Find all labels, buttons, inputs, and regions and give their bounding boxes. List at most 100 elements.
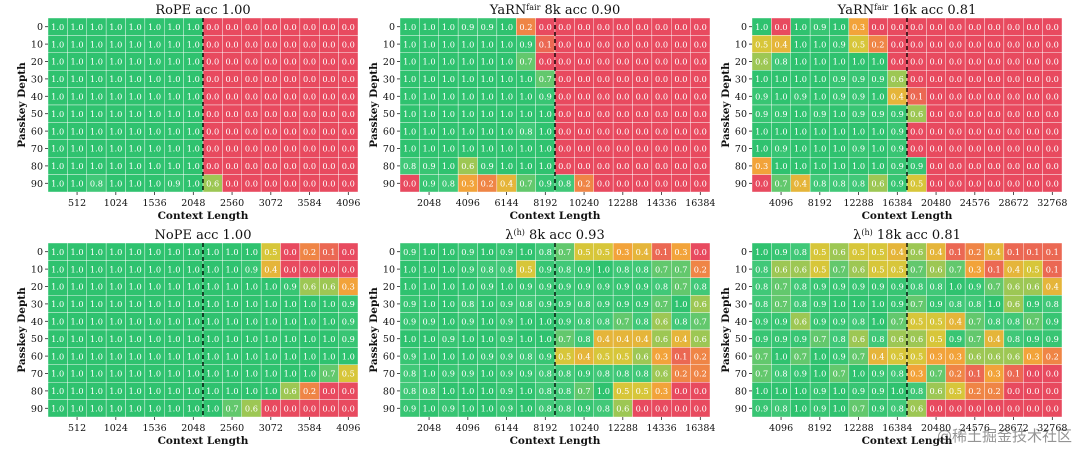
cell-value-label: 1.0 bbox=[148, 74, 161, 84]
cell-value-label: 0.0 bbox=[245, 126, 258, 136]
cell-value-label: 0.9 bbox=[519, 39, 532, 49]
y-tick-label: 90 bbox=[735, 179, 747, 190]
cell-value-label: 0.7 bbox=[1026, 317, 1039, 327]
cell-value-label: 0.0 bbox=[616, 57, 629, 67]
cell-value-label: 0.6 bbox=[910, 404, 923, 414]
cell-value-label: 0.0 bbox=[264, 161, 277, 171]
cell-value-label: 0.0 bbox=[245, 161, 258, 171]
cell-value-label: 1.0 bbox=[481, 404, 494, 414]
cell-value-label: 0.6 bbox=[968, 351, 981, 361]
cell-value-label: 0.9 bbox=[755, 92, 768, 102]
cell-value-label: 0.2 bbox=[694, 264, 707, 274]
cell-value-label: 0.8 bbox=[833, 179, 846, 189]
cell-value-label: 1.0 bbox=[519, 317, 532, 327]
cell-value-label: 1.0 bbox=[775, 386, 788, 396]
cell-value-label: 0.4 bbox=[988, 334, 1001, 344]
cell-value-label: 1.0 bbox=[755, 386, 768, 396]
cell-value-label: 0.9 bbox=[794, 334, 807, 344]
cell-value-label: 1.0 bbox=[206, 334, 219, 344]
cell-value-label: 0.0 bbox=[1026, 126, 1039, 136]
cell-value-label: 0.0 bbox=[342, 92, 355, 102]
cell-value-label: 0.0 bbox=[558, 57, 571, 67]
cell-value-label: 0.9 bbox=[813, 109, 826, 119]
cell-value-label: 1.0 bbox=[539, 161, 552, 171]
cell-value-label: 1.0 bbox=[129, 92, 142, 102]
cell-value-label: 0.0 bbox=[1026, 74, 1039, 84]
cell-value-label: 1.0 bbox=[90, 264, 103, 274]
chart-title-main: NoPE acc 1.00 bbox=[155, 228, 252, 243]
cell-value-label: 0.8 bbox=[597, 317, 610, 327]
cell-value-label: 0.0 bbox=[284, 39, 297, 49]
cell-value-label: 0.9 bbox=[500, 317, 513, 327]
cell-value-label: 0.0 bbox=[930, 39, 943, 49]
cell-value-label: 0.9 bbox=[403, 317, 416, 327]
cell-value-label: 0.9 bbox=[461, 264, 474, 274]
y-tick-label: 70 bbox=[735, 369, 747, 380]
cell-value-label: 1.0 bbox=[303, 369, 316, 379]
cell-value-label: 0.9 bbox=[813, 22, 826, 32]
cell-value-label: 0.0 bbox=[597, 144, 610, 154]
y-tick-label: 80 bbox=[31, 386, 43, 397]
cell-value-label: 0.0 bbox=[655, 74, 668, 84]
cell-value-label: 0.8 bbox=[461, 299, 474, 309]
cell-value-label: 1.0 bbox=[226, 351, 239, 361]
cell-value-label: 1.0 bbox=[51, 247, 64, 257]
cell-value-label: 1.0 bbox=[403, 144, 416, 154]
cell-value-label: 0.4 bbox=[794, 179, 807, 189]
cell-value-label: 0.1 bbox=[949, 247, 962, 257]
cell-value-label: 1.0 bbox=[71, 126, 84, 136]
x-tick-label: 8192 bbox=[533, 198, 557, 209]
cell-value-label: 0.0 bbox=[226, 74, 239, 84]
cell-value-label: 1.0 bbox=[539, 144, 552, 154]
cell-value-label: 0.7 bbox=[558, 334, 571, 344]
cell-value-label: 1.0 bbox=[264, 282, 277, 292]
cell-value-label: 0.0 bbox=[226, 39, 239, 49]
cell-value-label: 0.9 bbox=[442, 369, 455, 379]
cell-value-label: 1.0 bbox=[442, 317, 455, 327]
chart-title-main: λ bbox=[853, 228, 861, 243]
cell-value-label: 0.9 bbox=[794, 92, 807, 102]
cell-value-label: 0.5 bbox=[636, 386, 649, 396]
cell-value-label: 1.0 bbox=[403, 92, 416, 102]
cell-value-label: 1.0 bbox=[148, 126, 161, 136]
cell-value-label: 0.1 bbox=[1046, 247, 1059, 257]
y-tick-label: 80 bbox=[31, 161, 43, 172]
cell-value-label: 0.8 bbox=[1007, 317, 1020, 327]
cell-value-label: 1.0 bbox=[109, 386, 122, 396]
cell-value-label: 1.0 bbox=[442, 282, 455, 292]
cell-value-label: 0.8 bbox=[636, 369, 649, 379]
cell-value-label: 0.7 bbox=[616, 317, 629, 327]
cell-value-label: 0.9 bbox=[891, 299, 904, 309]
cell-value-label: 1.0 bbox=[423, 404, 436, 414]
cell-value-label: 0.9 bbox=[636, 299, 649, 309]
cell-value-label: 1.0 bbox=[109, 144, 122, 154]
cell-value-label: 0.7 bbox=[910, 299, 923, 309]
cell-value-label: 0.9 bbox=[968, 282, 981, 292]
cell-value-label: 1.0 bbox=[794, 22, 807, 32]
cell-value-label: 0.8 bbox=[694, 282, 707, 292]
cell-value-label: 1.0 bbox=[481, 39, 494, 49]
cell-value-label: 1.0 bbox=[852, 161, 865, 171]
cell-value-label: 1.0 bbox=[500, 144, 513, 154]
cell-value-label: 1.0 bbox=[51, 144, 64, 154]
cell-value-label: 0.0 bbox=[694, 126, 707, 136]
cell-value-label: 1.0 bbox=[187, 247, 200, 257]
cell-value-label: 0.0 bbox=[226, 109, 239, 119]
cell-value-label: 0.0 bbox=[930, 22, 943, 32]
cell-value-label: 1.0 bbox=[187, 126, 200, 136]
cell-value-label: 0.7 bbox=[775, 299, 788, 309]
x-tick-label: 1536 bbox=[142, 198, 166, 209]
cell-value-label: 0.9 bbox=[833, 317, 846, 327]
x-tick-label: 4096 bbox=[336, 198, 360, 209]
cell-value-label: 1.0 bbox=[129, 247, 142, 257]
cell-value-label: 0.0 bbox=[949, 161, 962, 171]
chart-title-rest: 16k acc 0.81 bbox=[888, 3, 976, 18]
cell-value-label: 0.8 bbox=[636, 317, 649, 327]
cell-value-label: 0.6 bbox=[775, 264, 788, 274]
cell-value-label: 0.0 bbox=[322, 92, 335, 102]
cell-value-label: 0.9 bbox=[833, 351, 846, 361]
heatmap-panel-lambda16k: λ(h) 18k acc 0.81 1.0 0.9 0.8 0.5 0.6 0.5 0.5 0.… bbox=[720, 228, 1067, 448]
heatmap-panel-rope: RoPE acc 1.00 1.0 1.0 1.0 1.0 1.0 1.0 1.0 1.0 0.0… bbox=[16, 3, 360, 222]
cell-value-label: 0.0 bbox=[303, 264, 316, 274]
